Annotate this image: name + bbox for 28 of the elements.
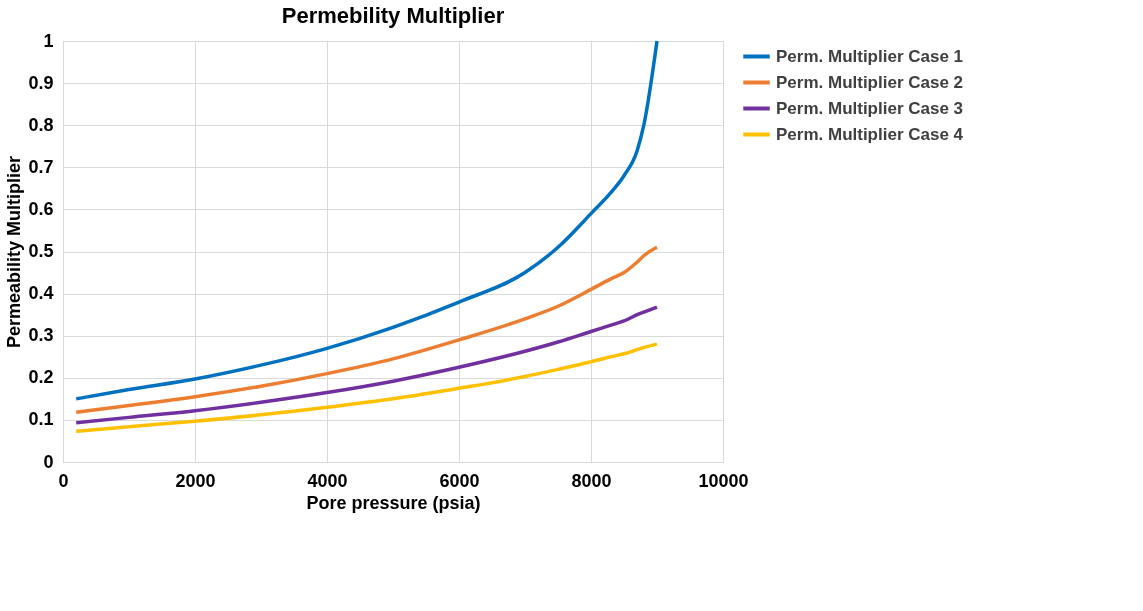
- y-tick-label: 0.8: [28, 114, 54, 135]
- legend-label: Perm. Multiplier Case 2: [776, 72, 964, 92]
- x-tick-label: 6000: [439, 470, 480, 491]
- y-axis-title: Permeability Multiplier: [4, 155, 25, 349]
- y-tick-label: 0.1: [28, 409, 54, 430]
- y-tick-label: 0.6: [28, 198, 54, 219]
- x-tick-label: 8000: [571, 470, 612, 491]
- legend-label: Perm. Multiplier Case 4: [776, 124, 964, 144]
- x-tick-label: 10000: [698, 470, 749, 491]
- x-tick-label: 4000: [307, 470, 348, 491]
- x-tick-label: 2000: [175, 470, 216, 491]
- x-axis-title: Pore pressure (psia): [306, 492, 481, 513]
- legend-label: Perm. Multiplier Case 3: [776, 98, 964, 118]
- y-tick-label: 0.7: [28, 156, 54, 177]
- line-series: [74, 245, 659, 415]
- chart-title: Permebility Multiplier: [281, 3, 505, 28]
- line-series: [74, 39, 659, 401]
- line-series: [74, 342, 659, 434]
- legend-label: Perm. Multiplier Case 1: [776, 46, 964, 66]
- line-series: [74, 305, 659, 425]
- y-tick-label: 0.9: [28, 72, 54, 93]
- y-tick-label: 0.3: [28, 325, 54, 346]
- y-tick-label: 0: [43, 451, 54, 472]
- x-tick-label: 0: [58, 470, 69, 491]
- y-tick-label: 1: [43, 30, 54, 51]
- y-tick-label: 0.4: [28, 283, 54, 304]
- y-tick-label: 0.5: [28, 241, 54, 261]
- y-tick-label: 0.2: [28, 367, 54, 388]
